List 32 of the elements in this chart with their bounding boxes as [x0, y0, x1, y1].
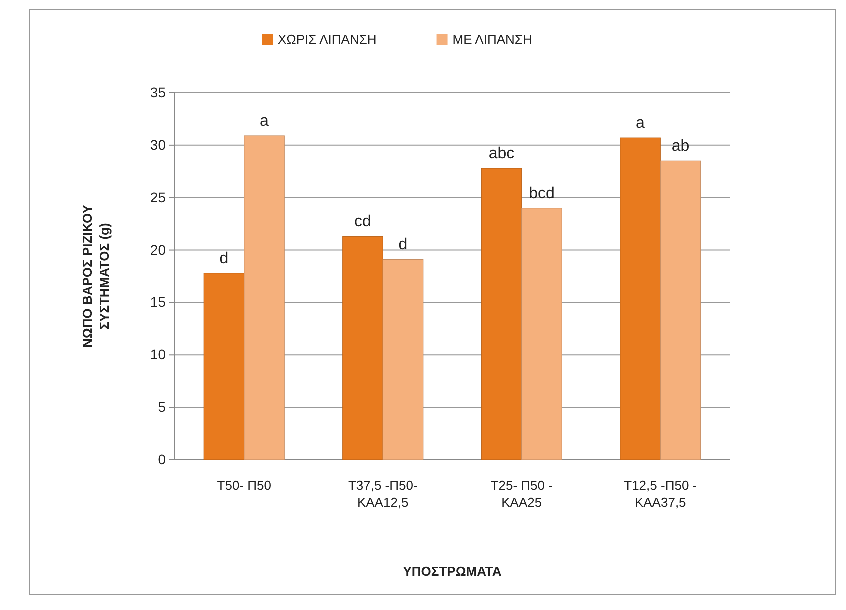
bar [660, 160, 702, 460]
bar [244, 136, 285, 460]
x-tick-label: Τ37,5 -Π50- ΚΑΑ12,5 [348, 478, 418, 510]
annotation: a [260, 112, 270, 130]
y-tick-label: 20 [150, 242, 166, 258]
y-tick-label: 5 [158, 399, 166, 416]
y-tick-label: 10 [150, 346, 166, 363]
annotation: d [398, 236, 408, 254]
annotation: bcd [529, 185, 555, 202]
x-tick-label: Τ12,5 -Π50 - ΚΑΑ37,5 [624, 478, 698, 510]
annotation: abc [488, 145, 515, 162]
bar [522, 208, 562, 460]
y-tick-label: 35 [150, 84, 166, 100]
legend-label: ΜΕ ΛΙΠΑΝΣΗ [452, 32, 532, 47]
annotation: ab [672, 138, 690, 156]
y-tick-label: 15 [150, 294, 166, 310]
x-axis-title: ΥΠΟΣΤΡΩΜΑΤΑ [403, 564, 502, 579]
x-tick-label: Τ50- Π50 [217, 478, 272, 493]
y-tick-label: 0 [158, 451, 166, 468]
bar [481, 168, 522, 460]
annotation: a [636, 115, 646, 132]
annotation: d [220, 250, 229, 268]
y-tick-label: 30 [150, 136, 166, 153]
y-axis-title: ΝΩΠΟ ΒΑΡΟΣ ΡΙΖΙΚΟΥ ΣΥΣΤΗΜΑΤΟΣ (g) [80, 204, 112, 348]
x-tick-label: Τ25- Π50 - ΚΑΑ25 [490, 478, 553, 510]
annotation: cd [354, 214, 372, 231]
bar [382, 259, 424, 460]
bar [342, 236, 384, 460]
bar [204, 273, 245, 460]
legend-label: ΧΩΡΙΣ ΛΙΠΑΝΣΗ [278, 32, 377, 47]
y-tick-label: 25 [150, 189, 166, 206]
bar [620, 138, 661, 460]
